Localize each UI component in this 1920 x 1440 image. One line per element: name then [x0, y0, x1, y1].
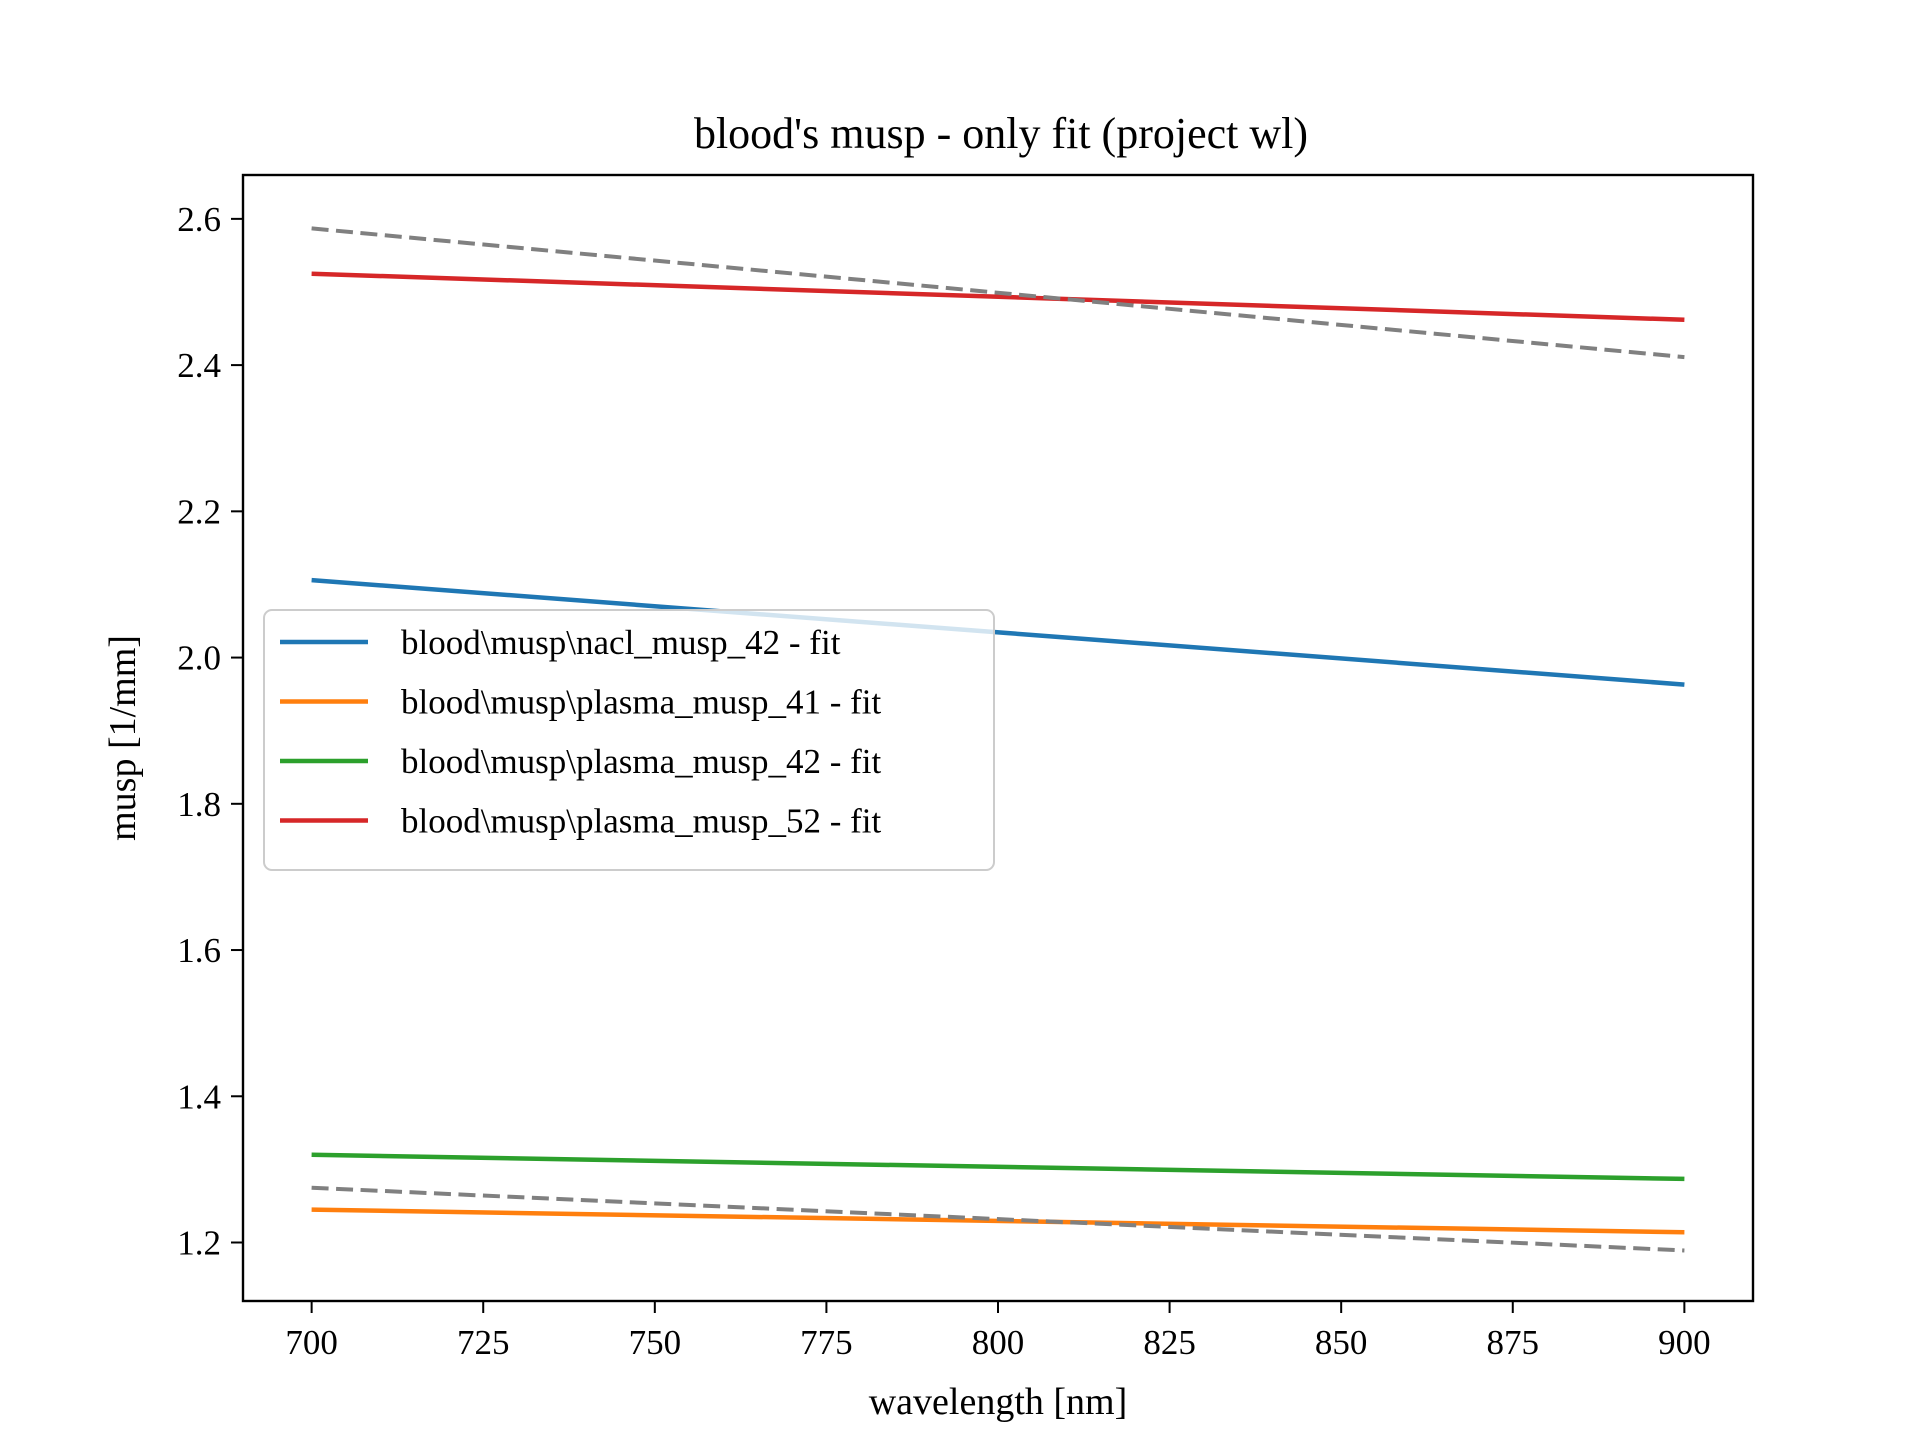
x-tick-label: 850: [1315, 1323, 1368, 1362]
legend: blood\musp\nacl_musp_42 - fit blood\musp\…: [263, 609, 995, 871]
x-axis: 700 725 750 775 800 825 850 875 900: [285, 1301, 1711, 1362]
legend-label: blood\musp\plasma_musp_42 - fit: [401, 742, 882, 781]
dashed-reference-line-4: [311, 226, 1685, 360]
x-tick-label: 775: [800, 1323, 853, 1362]
legend-label: blood\musp\plasma_musp_41 - fit: [401, 683, 882, 722]
series-line-3: [311, 271, 1685, 323]
series-line-2: [311, 1152, 1685, 1182]
x-axis-label: wavelength [nm]: [869, 1381, 1128, 1423]
x-tick-label: 800: [972, 1323, 1025, 1362]
x-tick-label: 875: [1487, 1323, 1540, 1362]
x-tick-label: 900: [1658, 1323, 1711, 1362]
x-tick-label: 700: [285, 1323, 338, 1362]
y-axis: 1.2 1.4 1.6 1.8 2.0 2.2 2.4 2.6: [177, 200, 243, 1263]
y-tick-label: 2.6: [177, 200, 221, 239]
series-line-0: [311, 577, 1685, 687]
y-tick-label: 2.2: [177, 492, 221, 531]
legend-label: blood\musp\nacl_musp_42 - fit: [401, 623, 841, 662]
x-tick-label: 825: [1143, 1323, 1196, 1362]
legend-box: [263, 609, 995, 871]
dashed-reference-line-5: [311, 1185, 1685, 1253]
y-tick-label: 2.0: [177, 639, 221, 678]
y-tick-label: 1.4: [177, 1077, 221, 1116]
legend-label: blood\musp\plasma_musp_52 - fit: [401, 802, 882, 841]
y-tick-label: 1.8: [177, 785, 221, 824]
plot-area: [311, 226, 1685, 1253]
y-axis-label: musp [1/mm]: [102, 635, 144, 841]
x-tick-label: 725: [457, 1323, 510, 1362]
chart-title: blood's musp - only fit (project wl): [694, 109, 1308, 158]
y-tick-label: 1.2: [177, 1224, 221, 1263]
x-tick-label: 750: [629, 1323, 682, 1362]
y-tick-label: 2.4: [177, 346, 221, 385]
y-tick-label: 1.6: [177, 931, 221, 970]
